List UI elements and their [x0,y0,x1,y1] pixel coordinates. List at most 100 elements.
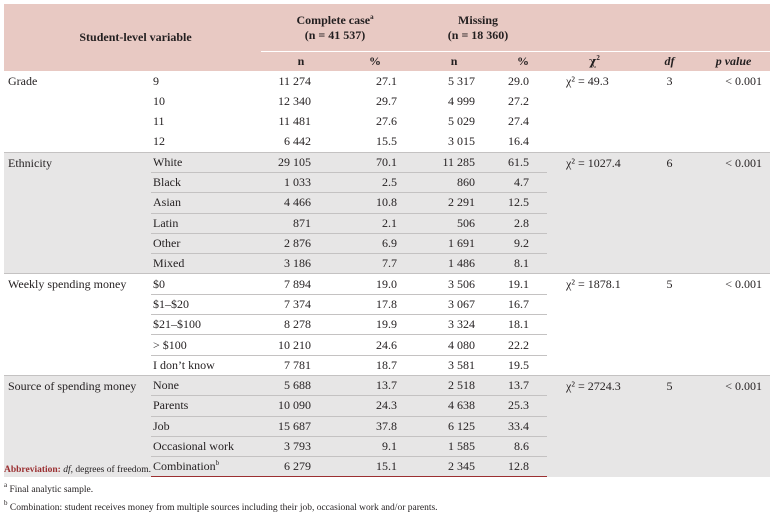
n-complete-cell: 2 876 [261,232,342,254]
n-missing-cell: 3 581 [409,354,500,376]
pct-missing-cell: 2.8 [499,212,548,234]
pct-missing-cell: 16.4 [508,134,530,149]
category-cell: None [151,374,262,396]
n-missing-cell: 1 486 [409,253,500,274]
n-complete-cell: 7 781 [261,354,342,376]
n-missing-cell: 1 585 [409,435,500,457]
n-complete-cell: 29 105 [261,151,342,173]
category-cell: 12 [151,132,261,152]
pct-complete-cell: 70.1 [341,151,410,173]
pct-complete-cell: 15.1 [341,456,410,478]
n-missing-cell: 3 015 [448,134,476,149]
category-label: I don’t know [153,357,215,372]
missing-header: Missing (n = 18 360) [409,4,548,52]
category-label: Black [153,175,181,190]
category-label: $0 [153,276,165,291]
category-cell: White [151,151,262,173]
n-complete-cell: 10 210 [261,334,342,356]
pct-missing-cell: 27.4 [508,114,530,129]
chi-square-cell: χ² = 1878.1 [547,273,643,376]
pct-missing-cell: 16.7 [499,293,548,315]
table-row: Latin 871 2.1 506 2.8 [4,212,770,234]
n-complete-cell: 10 090 [261,395,342,417]
table-row: $1–$20 7 374 17.8 3 067 16.7 [4,293,770,315]
footnote-abbreviation: Abbreviation: df, degrees of freedom. [4,465,152,475]
row-group: Grade 9 11 274 27.1 5 317 29.0 χ² = 49.3 3 < 0.0… [4,71,770,152]
col-header-pct-missing: % [499,51,548,71]
row-group: Weekly spending money $0 7 894 19.0 3 506 19.… [4,273,771,376]
row-group: Source of spending money None 5 688 13.7 2 5… [4,374,771,478]
n-complete-cell: 871 [261,212,342,234]
pct-missing-cell: 25.3 [499,395,548,417]
category-cell: $21–$100 [151,314,262,335]
pct-complete-cell: 2.1 [341,212,410,234]
category-cell: Parents [151,395,262,417]
table-row: 10 12 340 29.7 4 999 27.2 [4,91,770,111]
chi-square-cell: χ² = 49.3 [566,74,609,88]
pct-missing-cell: 12.5 [499,192,548,214]
table-row: Job 15 687 37.8 6 125 33.4 [4,415,770,437]
pct-missing-cell: 19.1 [499,273,548,295]
n-missing-cell: 2 518 [409,374,500,396]
category-label: White [153,154,183,169]
n-complete-cell: 15 687 [261,415,342,437]
category-cell: 9 [151,71,261,91]
pct-missing-cell: 29.0 [508,73,530,88]
pct-missing-cell: 12.8 [499,456,548,478]
col-header-df: df [642,51,698,71]
pct-missing-cell: 61.5 [499,151,548,173]
table-row: 12 6 442 15.5 3 015 16.4 [4,132,770,152]
pct-complete-cell: 19.0 [341,273,410,295]
pct-missing-cell: 8.6 [499,435,548,457]
category-label: $1–$20 [153,296,189,311]
p-value-cell: < 0.001 [697,151,771,274]
pct-complete-cell: 9.1 [341,435,410,457]
variable-cell: Ethnicity [4,151,151,274]
df-cell: 5 [642,374,698,477]
table-row: Parents 10 090 24.3 4 638 25.3 [4,395,770,417]
pct-missing-cell: 22.2 [499,334,548,356]
category-cell: 10 [151,91,261,111]
variable-cell: Weekly spending money [4,273,151,376]
category-cell: 11 [151,112,261,132]
n-missing-cell: 11 285 [409,151,500,173]
table-row: Ethnicity White 29 105 70.1 11 285 61.5 χ² = 1… [4,151,771,274]
category-cell: Occasional work [151,435,262,457]
pct-missing-cell: 9.2 [499,232,548,254]
category-cell: > $100 [151,334,262,356]
category-cell: $0 [151,273,262,295]
pct-complete-cell: 24.3 [341,395,410,417]
n-complete-cell: 5 688 [261,374,342,396]
pct-complete-cell: 13.7 [341,374,410,396]
table-row: Combinationb 6 279 15.1 2 345 12.8 [4,456,770,478]
table-row: 11 11 481 27.6 5 029 27.4 [4,112,770,132]
category-label: 12 [153,134,165,149]
table-row: Occasional work 3 793 9.1 1 585 8.6 [4,435,770,457]
n-missing-cell: 5 317 [448,73,476,88]
header-blank [547,4,771,52]
category-cell: Combinationb [151,456,262,478]
category-cell: $1–$20 [151,293,262,315]
pct-complete-cell: 37.8 [341,415,410,437]
n-missing-cell: 506 [409,212,500,234]
n-missing-cell: 2 345 [409,456,500,478]
category-footnote-mark: b [215,459,220,468]
n-complete-cell: 4 466 [261,192,342,214]
n-missing-cell: 1 691 [409,232,500,254]
n-complete-cell: 12 340 [278,93,312,108]
variable-cell: Grade [8,74,38,88]
pct-complete-cell: 6.9 [341,232,410,254]
n-missing-cell: 3 324 [409,314,500,335]
pct-missing-cell: 18.1 [499,314,548,335]
chi-square-cell: χ² = 2724.3 [547,374,643,477]
category-label: Mixed [153,256,185,271]
table-row: > $100 10 210 24.6 4 080 22.2 [4,334,770,356]
category-cell: I don’t know [151,354,262,376]
category-label: Parents [153,398,189,413]
n-complete-cell: 8 278 [261,314,342,335]
n-complete-cell: 1 033 [261,171,342,193]
table-header: Student-level variable Complete casea (n… [4,4,771,71]
n-complete-cell: 7 894 [261,273,342,295]
category-cell: Mixed [151,253,262,274]
